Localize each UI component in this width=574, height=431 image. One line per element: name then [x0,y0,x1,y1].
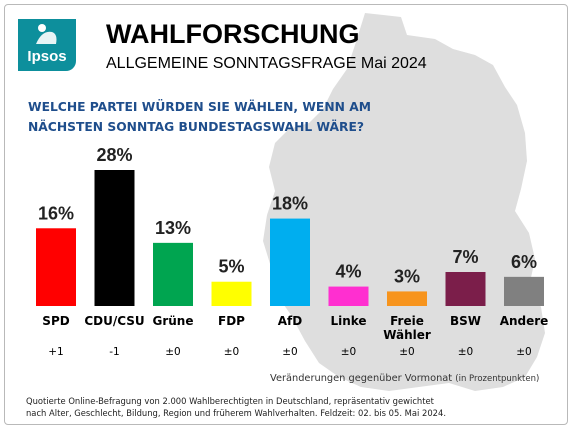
logo-text: Ipsos [27,48,67,65]
question-line-1: WELCHE PARTEI WÜRDEN SIE WÄHLEN, WENN AM [28,100,371,114]
value-label-bsw: 7% [452,247,478,267]
page-subtitle: ALLGEMEINE SONNTAGSFRAGE Mai 2024 [106,55,427,72]
bar-linke [328,286,369,306]
bar-afd [270,218,310,306]
category-label-fdp: FDP [218,314,245,328]
value-label-andere: 6% [511,252,537,272]
category-label-spd: SPD [42,314,69,328]
value-label-freie-wähler: 3% [394,266,420,286]
method-note: Quotierte Online-Befragung von 2.000 Wah… [26,395,566,419]
category-label-bsw: BSW [450,314,481,328]
category-label-grüne: Grüne [153,314,194,328]
question-line-2: NÄCHSTEN SONNTAG BUNDESTAGSWAHL WÄRE? [28,120,365,134]
logo-figure-icon [36,24,57,44]
bar-freie-wähler [387,291,427,306]
bar-bsw [445,272,486,306]
category-label-freie-wähler: Wähler [383,328,431,342]
value-label-fdp: 5% [218,257,244,277]
bar-cdu-csu [94,170,135,306]
change-label-afd: ±0 [282,346,297,358]
category-label-afd: AfD [278,314,303,328]
change-label-freie-wähler: ±0 [399,346,414,358]
category-label-linke: Linke [330,314,366,328]
change-label-cdu-csu: -1 [109,346,119,358]
method-note-line-1: Quotierte Online-Befragung von 2.000 Wah… [26,396,434,406]
survey-question: WELCHE PARTEI WÜRDEN SIE WÄHLEN, WENN AM… [28,97,448,137]
ipsos-logo: Ipsos [18,19,76,71]
category-label-cdu-csu: CDU/CSU [84,314,144,328]
bar-grüne [153,242,193,306]
value-label-afd: 18% [272,194,308,214]
value-label-cdu-csu: 28% [96,145,132,165]
bar-fdp [211,281,252,306]
page-title: WAHLFORSCHUNG [106,19,360,49]
category-label-andere: Andere [500,314,549,328]
method-note-line-2: nach Alter, Geschlecht, Bildung, Region … [26,408,446,418]
change-label-andere: ±0 [516,346,531,358]
change-note-unit: (in Prozentpunkten) [455,374,540,384]
change-label-spd: +1 [48,346,63,358]
change-label-linke: ±0 [341,346,356,358]
bar-chart: 16% SPD +1 28% CDU/CSU -1 13% Grüne ±0 5% FDP ±0 18%… [36,145,549,358]
change-note-label: Veränderungen gegenüber Vormonat [270,373,453,384]
bar-andere [504,276,544,306]
change-label-bsw: ±0 [458,346,473,358]
value-label-linke: 4% [335,262,361,282]
category-label-freie-wähler: Freie [390,314,424,328]
poll-card: Ipsos WAHLFORSCHUNG ALLGEMEINE SONNTAGSF… [4,4,568,425]
value-label-grüne: 13% [155,218,191,238]
change-note: Veränderungen gegenüber Vormonat (in Pro… [270,373,539,384]
value-label-spd: 16% [38,203,74,223]
change-label-grüne: ±0 [165,346,180,358]
bar-spd [36,228,76,306]
change-label-fdp: ±0 [224,346,239,358]
